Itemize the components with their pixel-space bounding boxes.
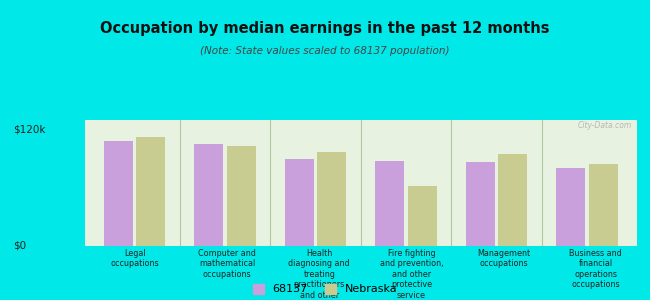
Bar <box>227 146 255 246</box>
Text: City-Data.com: City-Data.com <box>577 121 632 130</box>
Text: $0: $0 <box>13 241 26 251</box>
Bar <box>499 154 527 246</box>
Bar <box>466 162 495 246</box>
Bar <box>589 164 618 246</box>
Text: Legal
occupations: Legal occupations <box>111 249 159 268</box>
Bar <box>103 141 133 246</box>
Bar <box>285 159 314 246</box>
Text: Computer and
mathematical
occupations: Computer and mathematical occupations <box>198 249 256 279</box>
Text: (Note: State values scaled to 68137 population): (Note: State values scaled to 68137 popu… <box>200 46 450 56</box>
Text: Health
diagnosing and
treating
practitioners
and other
technical
occupations: Health diagnosing and treating practitio… <box>289 249 350 300</box>
Bar <box>194 144 223 246</box>
Legend: 68137, Nebraska: 68137, Nebraska <box>253 284 397 294</box>
Text: $120k: $120k <box>13 125 46 135</box>
Text: Occupation by median earnings in the past 12 months: Occupation by median earnings in the pas… <box>100 21 550 36</box>
Bar <box>317 152 346 246</box>
Bar <box>375 161 404 246</box>
Bar <box>136 137 165 246</box>
Bar <box>556 169 586 246</box>
Bar <box>408 186 437 246</box>
Text: Fire fighting
and prevention,
and other
protective
service
workers
including
sup: Fire fighting and prevention, and other … <box>380 249 443 300</box>
Text: Business and
financial
operations
occupations: Business and financial operations occupa… <box>569 249 622 289</box>
Text: Management
occupations: Management occupations <box>477 249 530 268</box>
